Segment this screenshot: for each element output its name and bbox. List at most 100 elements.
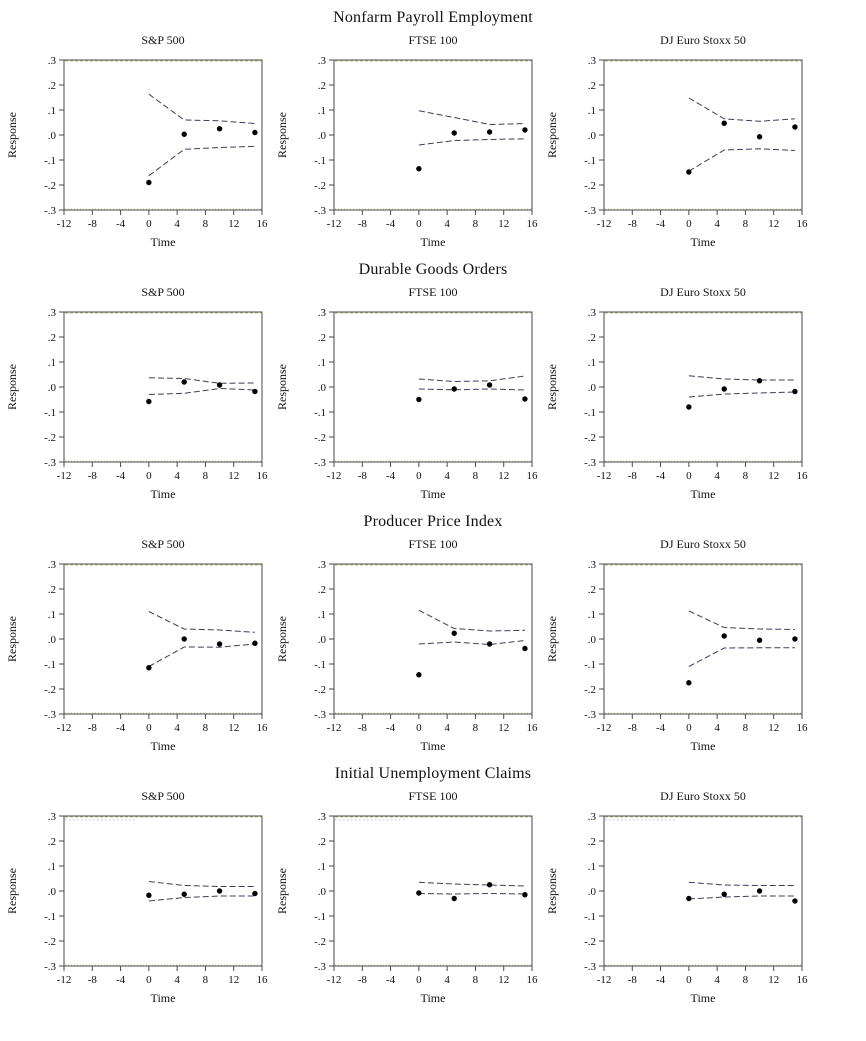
x-tick-label: 4 bbox=[444, 722, 450, 734]
x-tick-label: 16 bbox=[527, 218, 539, 230]
x-axis-label: Time bbox=[151, 487, 176, 501]
plot-frame bbox=[63, 563, 263, 715]
x-tick-label: 16 bbox=[797, 974, 809, 986]
panel-row: S&P 500 .3.2.1.0 -.1 -.2 -.3 -12 -8 -4 0 4 8 12 16 T… bbox=[0, 788, 866, 1006]
x-tick-label: 4 bbox=[714, 974, 720, 986]
y-tick-label: .1 bbox=[48, 105, 56, 117]
y-tick-label: -.3 bbox=[584, 709, 596, 721]
x-tick-label: 16 bbox=[527, 722, 539, 734]
panel-title: FTSE 100 bbox=[408, 537, 458, 551]
panel-title: S&P 500 bbox=[141, 33, 185, 47]
x-tick-label: 12 bbox=[228, 218, 239, 230]
data-point bbox=[451, 630, 457, 636]
x-axis-label: Time bbox=[691, 487, 716, 501]
plot-frame bbox=[603, 311, 803, 463]
x-tick-label: 4 bbox=[174, 218, 180, 230]
chart-plot: .3 .2 .1 .0 -.1 -.2 -.3-12 -8 -4 0 4 8 12 16 Time Respo… bbox=[275, 559, 539, 753]
data-point bbox=[486, 641, 493, 647]
y-tick-label: .1 bbox=[48, 357, 56, 369]
x-tick-label: 4 bbox=[444, 974, 450, 986]
x-tick-label: 12 bbox=[768, 974, 779, 986]
y-tick-label: .0 bbox=[318, 130, 327, 142]
data-point bbox=[216, 126, 223, 132]
x-tick-label: 0 bbox=[686, 722, 692, 734]
row-section-durable-goods: Durable Goods Orders S&P 500 .3 .2 .1 .0 -.1… bbox=[0, 260, 866, 502]
y-tick-label: -.2 bbox=[314, 180, 326, 192]
chart-plot: .3 .2 .1 .0 -.1 -.2 -.3-12 -8 -4 0 4 8 12 16 Time Respo… bbox=[5, 811, 268, 1005]
chart-plot: .3 .2 .1 .0 -.1 -.2 -.3-12 -8 -4 0 4 8 12 16 Time Respo… bbox=[545, 811, 809, 1005]
x-tick-label: -12 bbox=[597, 974, 612, 986]
confidence-band-lower bbox=[148, 643, 255, 667]
data-point bbox=[181, 379, 187, 385]
chart-panel: S&P 500 .3 .2 .1 .0 -.1 -.2 -.3 -12 -8 -4 0 4 8 12 16 T… bbox=[2, 788, 272, 1006]
chart-panel: FTSE 100 .3 .2 .1 .0 -.1 -.2 -.3 -12 -8 -4 0 4 8 12 16… bbox=[272, 788, 542, 1006]
x-tick-label: 16 bbox=[797, 470, 809, 482]
data-point bbox=[721, 891, 727, 897]
data-point bbox=[252, 890, 258, 897]
panel-row: S&P 500 .3.2.1.0 -.1 -.2 -.3 -12 -8 -4 0 4 8 12 16 T… bbox=[0, 536, 866, 754]
panel-title: FTSE 100 bbox=[408, 285, 458, 299]
plot-frame bbox=[603, 563, 803, 715]
x-tick-label: -4 bbox=[116, 470, 126, 482]
data-point bbox=[792, 636, 798, 642]
data-point bbox=[416, 166, 422, 172]
y-tick-label: .0 bbox=[588, 634, 597, 646]
x-tick-label: 12 bbox=[768, 470, 779, 482]
y-tick-label: -.1 bbox=[584, 407, 596, 419]
y-tick-label: -.1 bbox=[584, 911, 596, 923]
x-tick-label: 16 bbox=[527, 974, 539, 986]
data-point bbox=[216, 888, 223, 894]
x-axis-label: Time bbox=[421, 487, 446, 501]
x-tick-label: -4 bbox=[656, 974, 666, 986]
data-point bbox=[721, 386, 727, 392]
row-section-producer-price: Producer Price Index S&P 500 .3 .2 .1 .0 -.1… bbox=[0, 512, 866, 754]
y-tick-label: -.3 bbox=[44, 961, 56, 973]
y-tick-label: .3 bbox=[48, 559, 57, 571]
panel-title: DJ Euro Stoxx 50 bbox=[660, 789, 746, 803]
x-tick-label: -4 bbox=[386, 470, 396, 482]
x-tick-label: 16 bbox=[257, 218, 269, 230]
y-tick-label: -.1 bbox=[314, 155, 326, 167]
row-title: Nonfarm Payroll Employment bbox=[333, 9, 533, 26]
y-tick-label: .3 bbox=[318, 307, 327, 319]
y-tick-label: .2 bbox=[318, 80, 326, 92]
data-point bbox=[451, 130, 457, 136]
plot-frame bbox=[63, 815, 263, 967]
x-tick-label: -12 bbox=[327, 974, 342, 986]
y-tick-label: -.2 bbox=[584, 684, 596, 696]
data-point bbox=[792, 124, 798, 130]
confidence-band-upper bbox=[688, 881, 795, 886]
y-axis-label: Response bbox=[545, 616, 559, 662]
x-tick-label: -8 bbox=[628, 470, 638, 482]
y-tick-label: .0 bbox=[48, 382, 57, 394]
y-tick-label: .1 bbox=[318, 609, 326, 621]
y-tick-label: -.3 bbox=[44, 709, 56, 721]
x-tick-label: 8 bbox=[743, 974, 749, 986]
confidence-band-upper bbox=[688, 610, 795, 630]
y-tick-label: .0 bbox=[48, 634, 57, 646]
y-tick-label: -.1 bbox=[44, 659, 56, 671]
y-axis-label: Response bbox=[545, 868, 559, 914]
chart-panel: FTSE 100 .3 .2 .1 .0 -.1 -.2 -.3 -12 -8 -4 0 4 8 12 16… bbox=[272, 536, 542, 754]
x-tick-label: -8 bbox=[88, 974, 98, 986]
chart-plot: .3 .2 .1 .0 -.1 -.2 -.3-12 -8 -4 0 4 8 12 16 Time Respo… bbox=[545, 559, 809, 753]
x-tick-label: -8 bbox=[628, 218, 638, 230]
y-tick-label: -.2 bbox=[584, 180, 596, 192]
y-tick-label: .1 bbox=[588, 105, 596, 117]
x-tick-label: -12 bbox=[327, 470, 342, 482]
y-axis-label: Response bbox=[5, 364, 19, 410]
x-tick-label: -8 bbox=[358, 974, 368, 986]
y-tick-label: .1 bbox=[588, 609, 596, 621]
x-tick-label: 8 bbox=[473, 218, 479, 230]
chart-plot: .3 .2 .1 .0 -.1 -.2 -.3-12 -8 -4 0 4 8 12 16 Time Respo… bbox=[5, 55, 269, 249]
chart-plot: .3 .2 .1 .0 -.1 -.2 -.3-12 -8 -4 0 4 8 12 16 Time Respo… bbox=[545, 55, 808, 249]
x-tick-label: 16 bbox=[797, 722, 809, 734]
x-tick-label: 0 bbox=[686, 974, 692, 986]
confidence-band-lower bbox=[148, 895, 255, 902]
confidence-band-lower bbox=[418, 892, 525, 895]
chart-panel: S&P 500 .3 .2 .1 .0 -.1 -.2 -.3 -12 -8 -4 0 4 8 12 16 T… bbox=[2, 284, 272, 502]
y-tick-label: .2 bbox=[318, 584, 326, 596]
x-tick-label: 0 bbox=[416, 974, 422, 986]
y-tick-label: -.1 bbox=[314, 407, 326, 419]
x-tick-label: -8 bbox=[358, 218, 368, 230]
